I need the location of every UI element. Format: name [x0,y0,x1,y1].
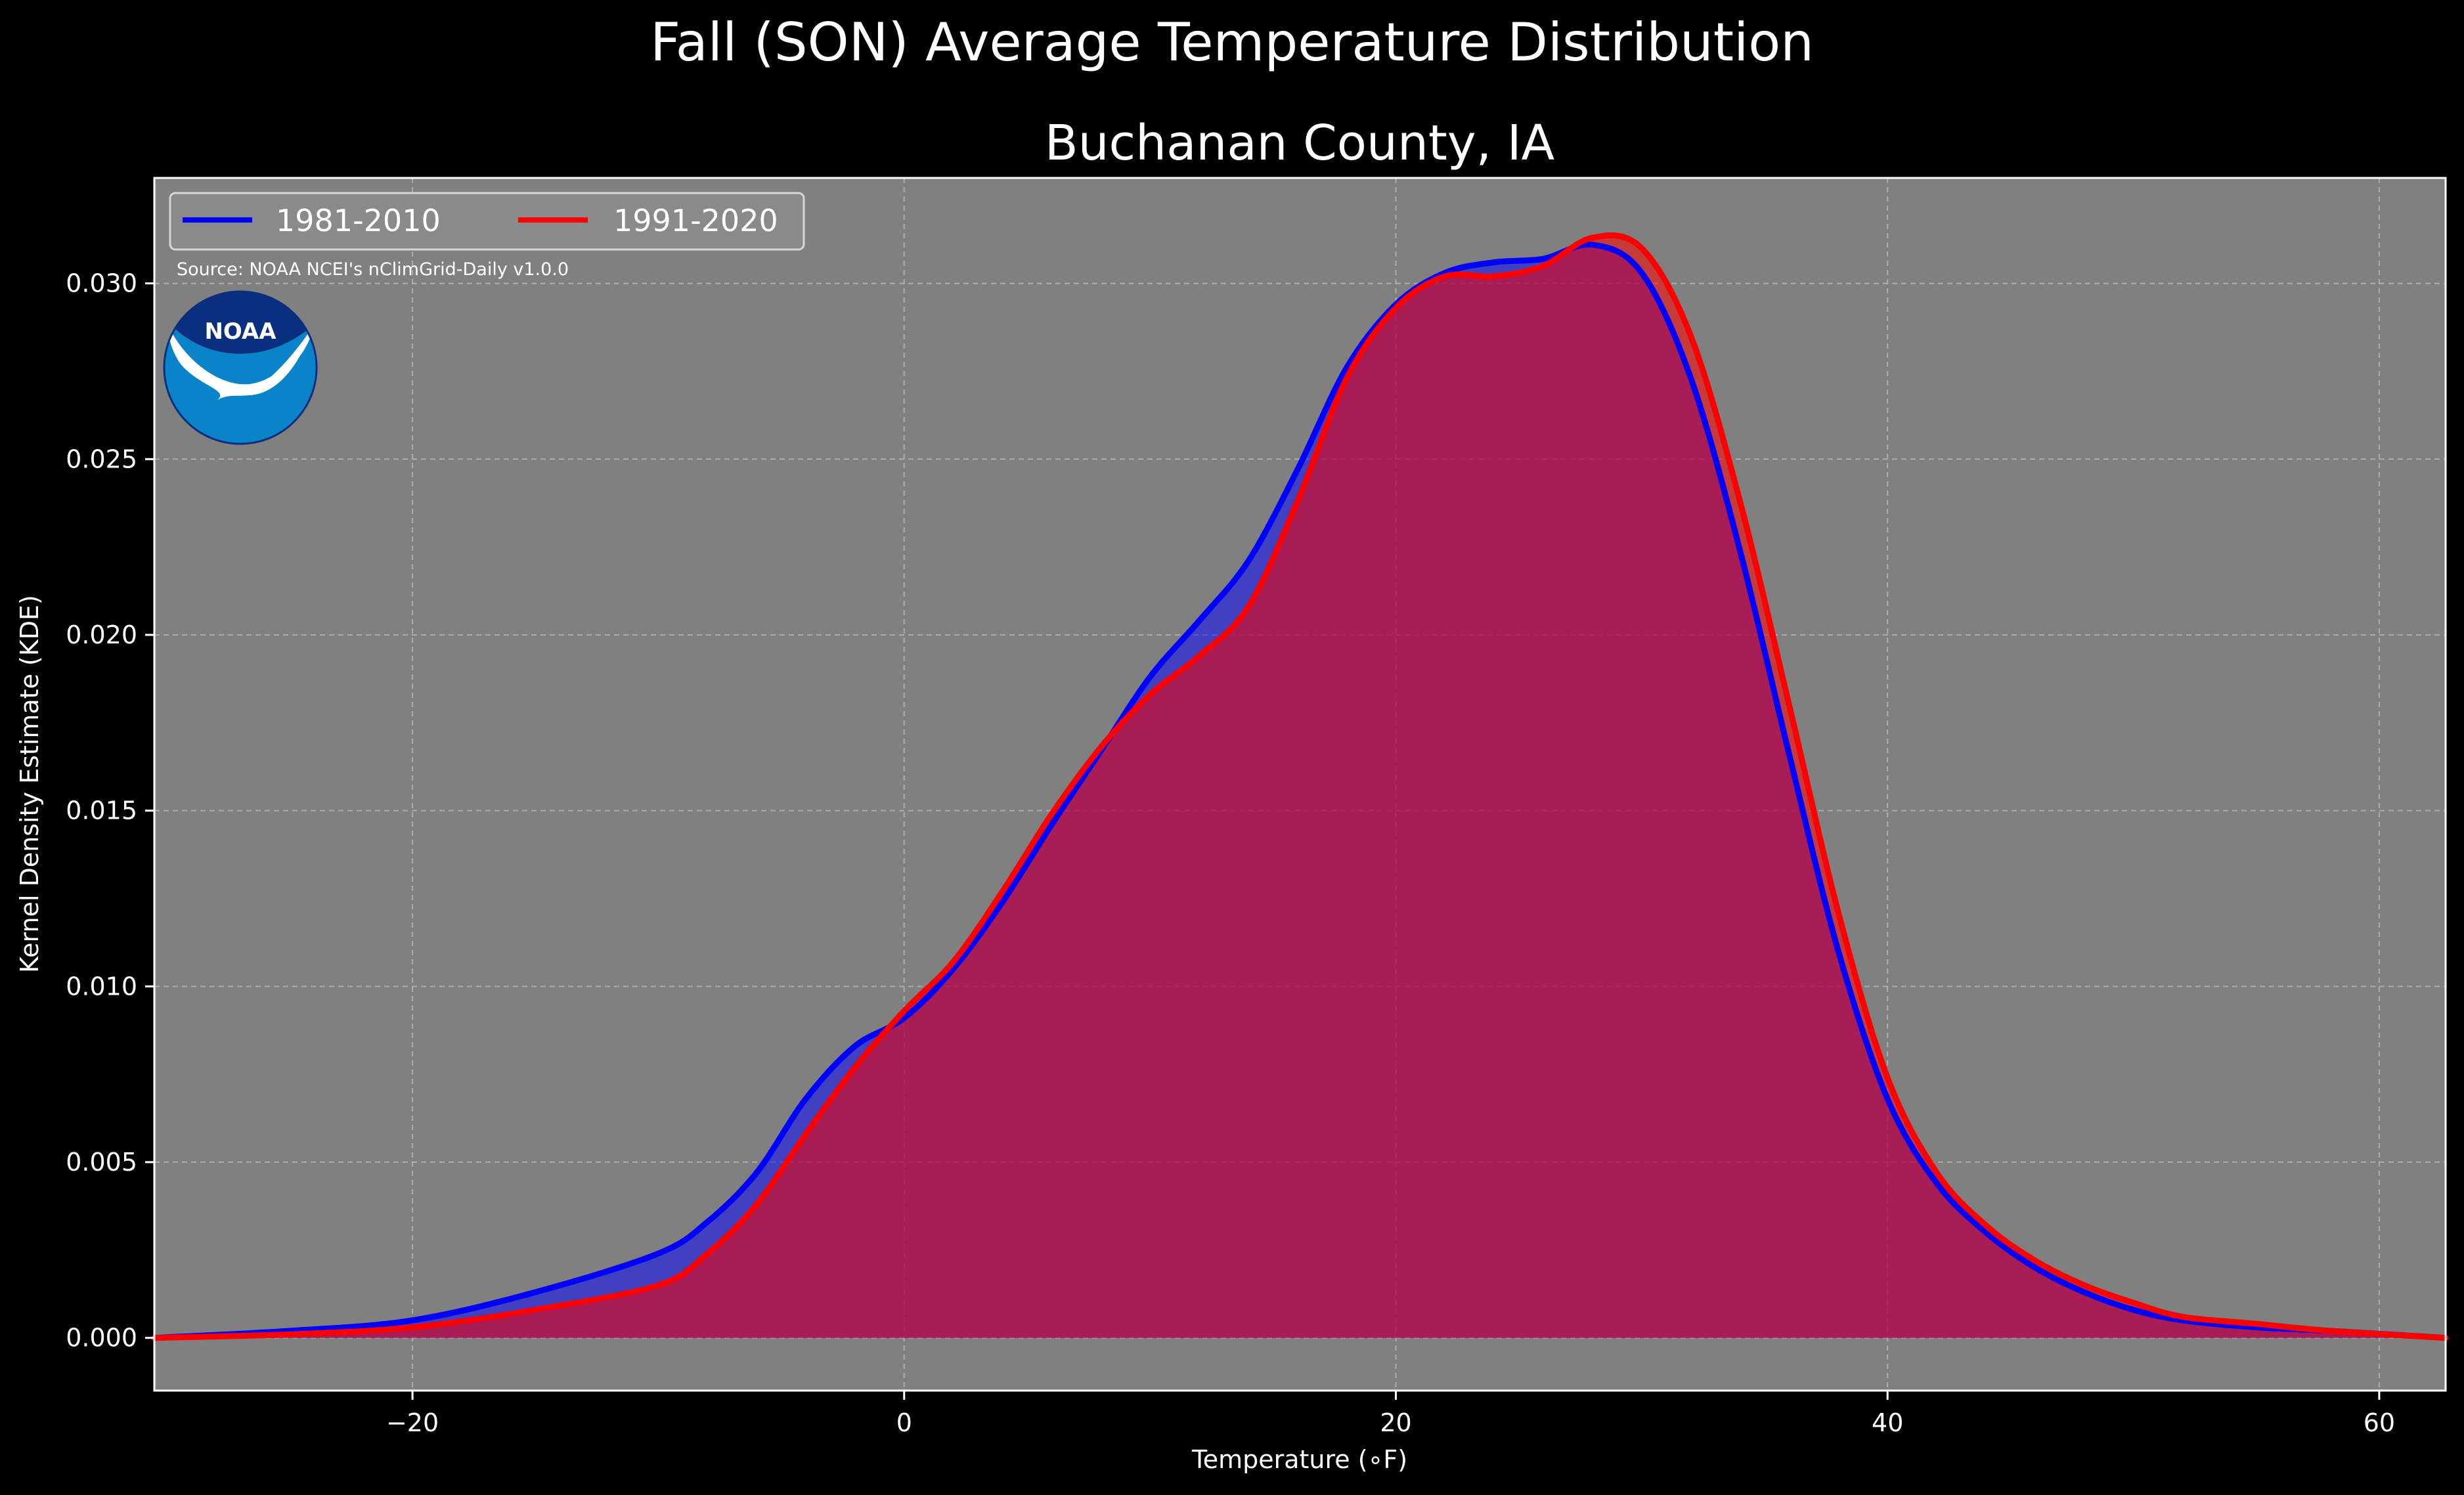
density-lines [151,232,2449,1341]
legend-label-1991-2020: 1991-2020 [613,203,778,238]
x-tick-label: 0 [896,1408,912,1437]
x-tick-label: −20 [386,1408,439,1437]
y-tick-label: 0.000 [66,1324,137,1353]
x-tick-label: 20 [1380,1408,1411,1437]
noaa-logo-text: NOAA [204,318,276,345]
x-axis: −20 0 20 40 60 [386,1391,2395,1437]
y-tick-label: 0.030 [66,269,137,298]
legend-label-1981-2010: 1981-2010 [276,203,441,238]
y-tick-label: 0.025 [66,444,137,473]
source-note: Source: NOAA NCEI's nClimGrid-Daily v1.0… [177,259,569,280]
x-tick-label: 60 [2364,1408,2395,1437]
legend: 1981-2010 1991-2020 [169,192,805,251]
plot-frame [153,177,2447,1392]
y-tick-label: 0.005 [66,1148,137,1177]
chart-title: Buchanan County, IA [1045,115,1555,171]
figure-title: Fall (SON) Average Temperature Distribut… [650,12,1814,73]
y-tick-label: 0.020 [66,620,137,649]
legend-box [169,192,805,251]
x-axis-label: Temperature (∘F) [1191,1445,1407,1474]
y-tick-label: 0.015 [66,796,137,825]
y-axis: 0.000 0.005 0.010 0.015 0.020 0.025 0.030 [66,269,154,1353]
y-tick-label: 0.010 [66,972,137,1001]
y-axis-label: Kernel Density Estimate (KDE) [15,595,44,973]
line-1991-2020 [151,232,2449,1341]
x-tick-label: 40 [1872,1408,1903,1437]
